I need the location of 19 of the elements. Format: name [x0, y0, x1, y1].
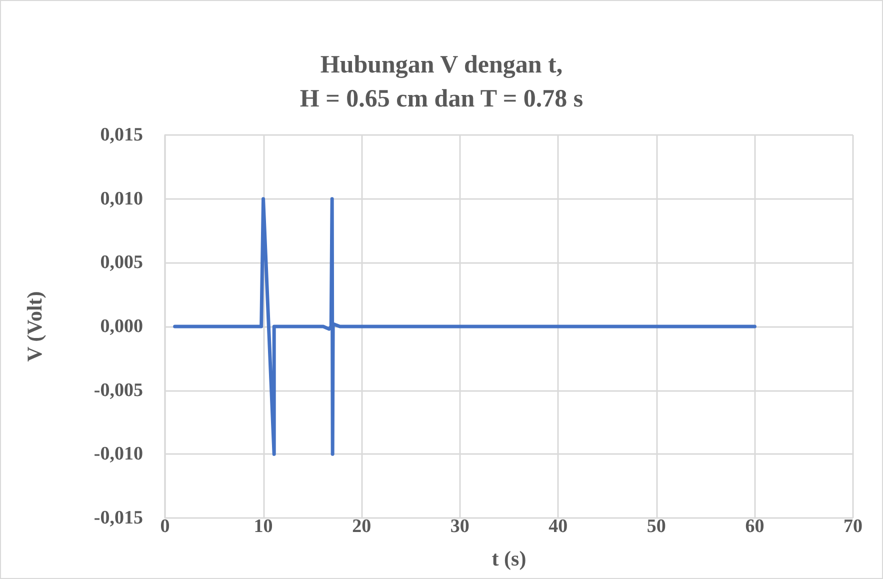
- x-tick-label: 50: [646, 516, 666, 537]
- x-tick-label: 60: [745, 516, 764, 537]
- y-tick-label: 0,005: [100, 252, 143, 274]
- x-tick-label: 0: [160, 516, 170, 537]
- x-tick-label: 20: [352, 516, 372, 537]
- y-tick-label: -0,010: [94, 444, 143, 465]
- x-tick-label: 30: [450, 516, 470, 537]
- x-tick-label: 70: [844, 516, 862, 537]
- x-tick-label: 10: [254, 516, 273, 537]
- y-tick-label: -0,015: [94, 508, 143, 528]
- y-tick-label: 0,010: [100, 188, 143, 210]
- chart-title: Hubungan V dengan t, H = 0.65 cm dan T = 0.78 s: [300, 52, 584, 112]
- line-series: [173, 197, 756, 456]
- y-axis-title: V (Volt): [22, 291, 46, 362]
- x-axis-title: t (s): [492, 546, 526, 570]
- y-tick-label: 0,015: [100, 124, 143, 146]
- y-tick-label: 0,000: [100, 316, 143, 337]
- x-tick-label: 40: [548, 516, 568, 537]
- y-tick-label: -0,005: [94, 380, 143, 401]
